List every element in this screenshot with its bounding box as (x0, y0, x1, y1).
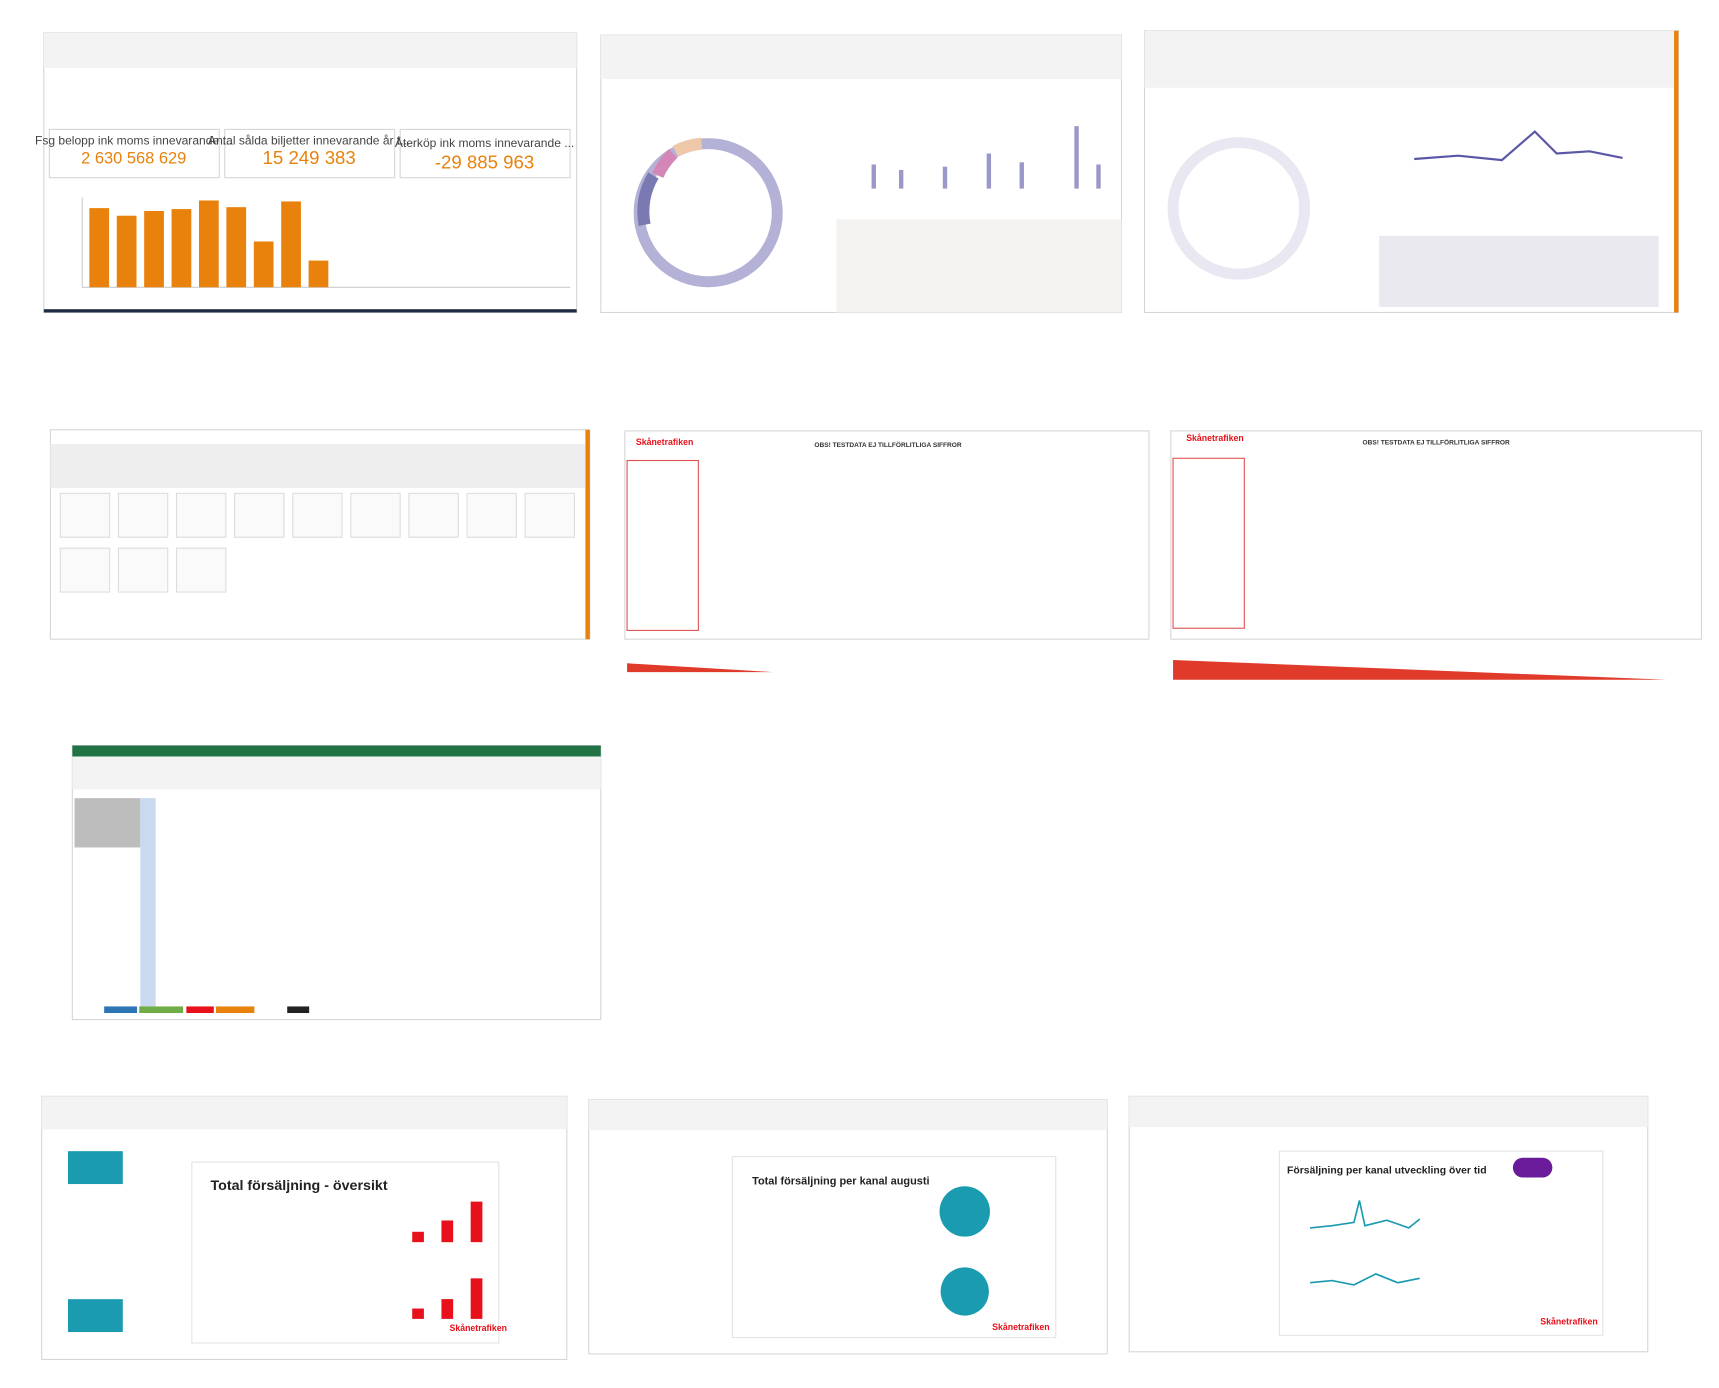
bar (412, 1308, 424, 1319)
donut-segment (652, 149, 678, 179)
sheet-tabs (104, 1006, 310, 1014)
kpi-value: 15 249 383 (263, 147, 356, 168)
slide-title: Total försäljning per kanal augusti (752, 1176, 930, 1188)
bar (470, 1201, 483, 1243)
kpi-value: 2 630 568 629 (81, 149, 186, 167)
side-strip (1674, 30, 1679, 313)
decor-wedge (627, 663, 773, 673)
browser-bar (600, 35, 1122, 79)
brand: Skånetrafiken (1186, 433, 1244, 443)
brand: Skånetrafiken (636, 437, 694, 447)
selected-cells (74, 798, 141, 848)
donut-segment (672, 137, 703, 157)
ribbon (41, 1096, 567, 1130)
mini-bars (871, 126, 1101, 189)
kpi-value: -29 885 963 (435, 151, 534, 172)
pie (939, 1186, 990, 1237)
brand: Skånetrafiken (449, 1323, 507, 1333)
report-thumbnail (1170, 430, 1703, 640)
brand: Skånetrafiken (1540, 1316, 1598, 1326)
empty-panel (836, 219, 1122, 313)
bar (308, 260, 329, 288)
bar (226, 207, 247, 288)
filter-panel (1172, 457, 1245, 629)
pie (940, 1267, 989, 1316)
slide-title: Försäljning per kanal utveckling över ti… (1287, 1166, 1487, 1177)
kpi-panel (224, 128, 396, 179)
browser-bar (43, 32, 577, 69)
kpi-label: Fsg belopp ink moms innevarande ... (35, 134, 233, 148)
data-table (1379, 235, 1659, 308)
donut (1167, 137, 1311, 280)
ribbon (72, 756, 601, 790)
kpi-label: Återköp ink moms innevarande ... (395, 135, 574, 150)
testdata-banner: OBS! TESTDATA EJ TILLFÖRLITLIGA SIFFROR (1363, 438, 1511, 447)
browser-bar (1144, 30, 1679, 88)
bar (144, 210, 164, 288)
bar (281, 201, 301, 288)
ribbon (1129, 1096, 1648, 1128)
side-strip (585, 429, 590, 640)
slide (1278, 1150, 1604, 1336)
taskbar (43, 309, 577, 313)
filter-panel (626, 459, 699, 631)
line (1309, 1200, 1421, 1229)
bar (116, 215, 137, 288)
slide-thumb (67, 1151, 123, 1185)
bar (171, 209, 192, 288)
bar (470, 1278, 483, 1319)
ribbon (588, 1099, 1108, 1131)
badge (1512, 1157, 1553, 1178)
bar (253, 241, 274, 288)
bar (441, 1299, 454, 1319)
excel-thumbnail (71, 744, 602, 1021)
donut-segment (637, 172, 659, 226)
kpi-panel (399, 128, 571, 179)
line (1414, 130, 1623, 162)
slide-thumb (67, 1299, 123, 1333)
report-thumbnail (624, 430, 1150, 640)
brand: Skånetrafiken (992, 1322, 1050, 1332)
bar (412, 1231, 424, 1243)
hub-header (50, 444, 586, 488)
bar (198, 200, 219, 288)
slide-title: Total försäljning - översikt (210, 1178, 387, 1194)
line (1309, 1273, 1420, 1286)
kpi-panel (48, 128, 220, 179)
bar (441, 1220, 454, 1243)
testdata-banner: OBS! TESTDATA EJ TILLFÖRLITLIGA SIFFROR (814, 440, 962, 449)
excel-titlebar (72, 745, 601, 757)
slide (731, 1156, 1057, 1339)
column-highlight (140, 798, 156, 1007)
bar (89, 208, 110, 288)
decor-wedge (1173, 660, 1667, 680)
app-tiles (59, 492, 576, 593)
kpi-label: Antal sålda biljetter innevarande år t..… (208, 134, 410, 148)
